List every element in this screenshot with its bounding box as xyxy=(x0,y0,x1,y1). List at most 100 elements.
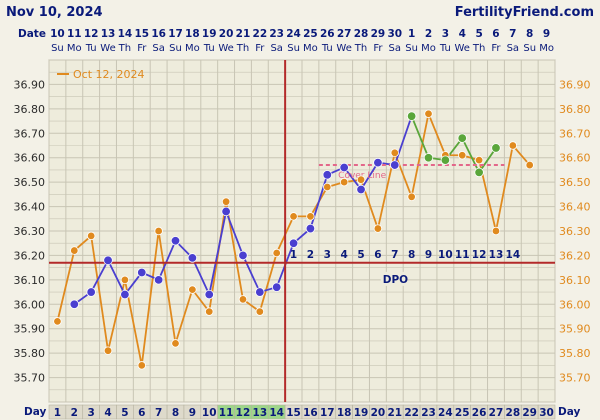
dpo-number: 2 xyxy=(307,249,314,261)
y-tick-right: 36.70 xyxy=(559,127,591,140)
dpo-number: 14 xyxy=(506,249,521,261)
day-number: 12 xyxy=(236,407,251,419)
day-number: 20 xyxy=(371,407,386,419)
y-tick-right: 35.90 xyxy=(559,323,591,336)
y-tick-right: 36.90 xyxy=(559,78,591,91)
date-number: 14 xyxy=(118,28,133,40)
y-tick-right: 35.70 xyxy=(559,372,591,385)
day-number: 27 xyxy=(489,407,504,419)
dpo-number: 11 xyxy=(455,249,470,261)
weekday: Mo xyxy=(539,43,554,54)
data-point-0 xyxy=(221,206,231,217)
y-tick-left: 36.30 xyxy=(14,225,46,238)
weekday: Th xyxy=(354,43,367,54)
date-number: 3 xyxy=(442,28,449,40)
day-number: 25 xyxy=(455,407,470,419)
data-point-2 xyxy=(356,175,366,184)
y-tick-left: 36.60 xyxy=(14,152,46,165)
date-number: 23 xyxy=(269,28,284,40)
header-site: FertilityFriend.com xyxy=(455,5,594,20)
weekday: We xyxy=(100,43,115,54)
date-number: 16 xyxy=(151,28,166,40)
data-point-2 xyxy=(103,346,113,355)
series-line-1 xyxy=(410,115,497,175)
day-number: 10 xyxy=(202,407,217,419)
y-tick-right: 36.60 xyxy=(559,152,591,165)
dpo-number: 1 xyxy=(290,249,297,261)
weekday: Tu xyxy=(85,43,97,54)
y-tick-right: 36.10 xyxy=(559,274,591,287)
weekday: Su xyxy=(405,43,418,54)
data-point-2 xyxy=(205,307,214,316)
day-number: 4 xyxy=(104,407,111,419)
data-point-2 xyxy=(137,361,146,370)
dpo-number: 8 xyxy=(408,249,415,261)
date-number: 25 xyxy=(303,28,318,40)
date-number: 28 xyxy=(354,28,369,40)
date-number: 26 xyxy=(320,28,335,40)
data-point-2 xyxy=(458,151,467,160)
weekday: Fr xyxy=(491,43,501,54)
data-point-0 xyxy=(339,162,349,173)
dpo-number: 9 xyxy=(425,249,432,261)
day-number: 17 xyxy=(320,407,335,419)
data-point-2 xyxy=(424,109,433,118)
date-number: 1 xyxy=(408,28,415,40)
data-point-0 xyxy=(120,289,130,300)
data-point-0 xyxy=(86,287,96,297)
data-point-2 xyxy=(289,212,298,221)
day-number: 1 xyxy=(54,407,61,419)
day-number: 24 xyxy=(438,407,453,419)
data-point-2 xyxy=(525,160,534,170)
data-point-0 xyxy=(153,275,164,285)
day-number: 8 xyxy=(172,407,179,419)
data-point-2 xyxy=(474,155,484,165)
data-point-1 xyxy=(423,153,434,163)
grid xyxy=(48,59,556,403)
data-point-0 xyxy=(322,170,333,180)
date-number: 30 xyxy=(387,28,402,40)
data-point-2 xyxy=(407,192,416,201)
day-number: 30 xyxy=(539,407,554,419)
data-point-0 xyxy=(390,160,400,170)
day-number: 21 xyxy=(387,407,402,419)
weekday: Su xyxy=(523,43,536,54)
data-point-0 xyxy=(137,267,147,278)
y-tick-left: 36.80 xyxy=(14,103,46,116)
y-tick-left: 35.70 xyxy=(14,372,46,385)
data-point-0 xyxy=(255,287,265,297)
data-point-0 xyxy=(305,223,316,234)
y-tick-left: 36.50 xyxy=(14,176,46,189)
data-point-2 xyxy=(390,148,399,158)
legend-label: Oct 12, 2024 xyxy=(73,68,145,81)
date-header-rows: 10 11 12 13 14 15 16 17 18 19 20 21 22 23 24 25 26 27 28 29… xyxy=(50,28,554,54)
data-point-1 xyxy=(474,167,484,178)
day-number: 15 xyxy=(286,407,301,419)
data-point-0 xyxy=(170,236,181,246)
data-point-2 xyxy=(238,295,248,304)
data-point-2 xyxy=(339,177,349,187)
date-number: 9 xyxy=(543,28,550,40)
date-number: 29 xyxy=(371,28,386,40)
date-number: 12 xyxy=(84,28,99,40)
y-tick-right: 36.40 xyxy=(559,201,591,214)
dpo-label: DPO xyxy=(383,274,408,286)
day-number: 28 xyxy=(506,407,521,419)
day-row-label-left: Day xyxy=(24,406,46,418)
y-tick-right: 36.20 xyxy=(559,249,591,262)
y-tick-right: 36.80 xyxy=(559,103,591,116)
data-point-2 xyxy=(154,226,163,236)
data-point-1 xyxy=(440,155,451,165)
date-number: 4 xyxy=(459,28,466,40)
y-tick-left: 35.80 xyxy=(14,347,46,360)
date-number: 21 xyxy=(236,28,251,40)
weekday: Tu xyxy=(203,43,215,54)
data-point-2 xyxy=(171,339,180,348)
data-point-2 xyxy=(491,226,501,236)
weekday: Su xyxy=(169,43,182,54)
weekday: Mo xyxy=(67,43,82,54)
y-tick-left: 36.40 xyxy=(14,201,46,214)
data-point-2 xyxy=(86,231,96,241)
weekday: Mo xyxy=(185,43,200,54)
